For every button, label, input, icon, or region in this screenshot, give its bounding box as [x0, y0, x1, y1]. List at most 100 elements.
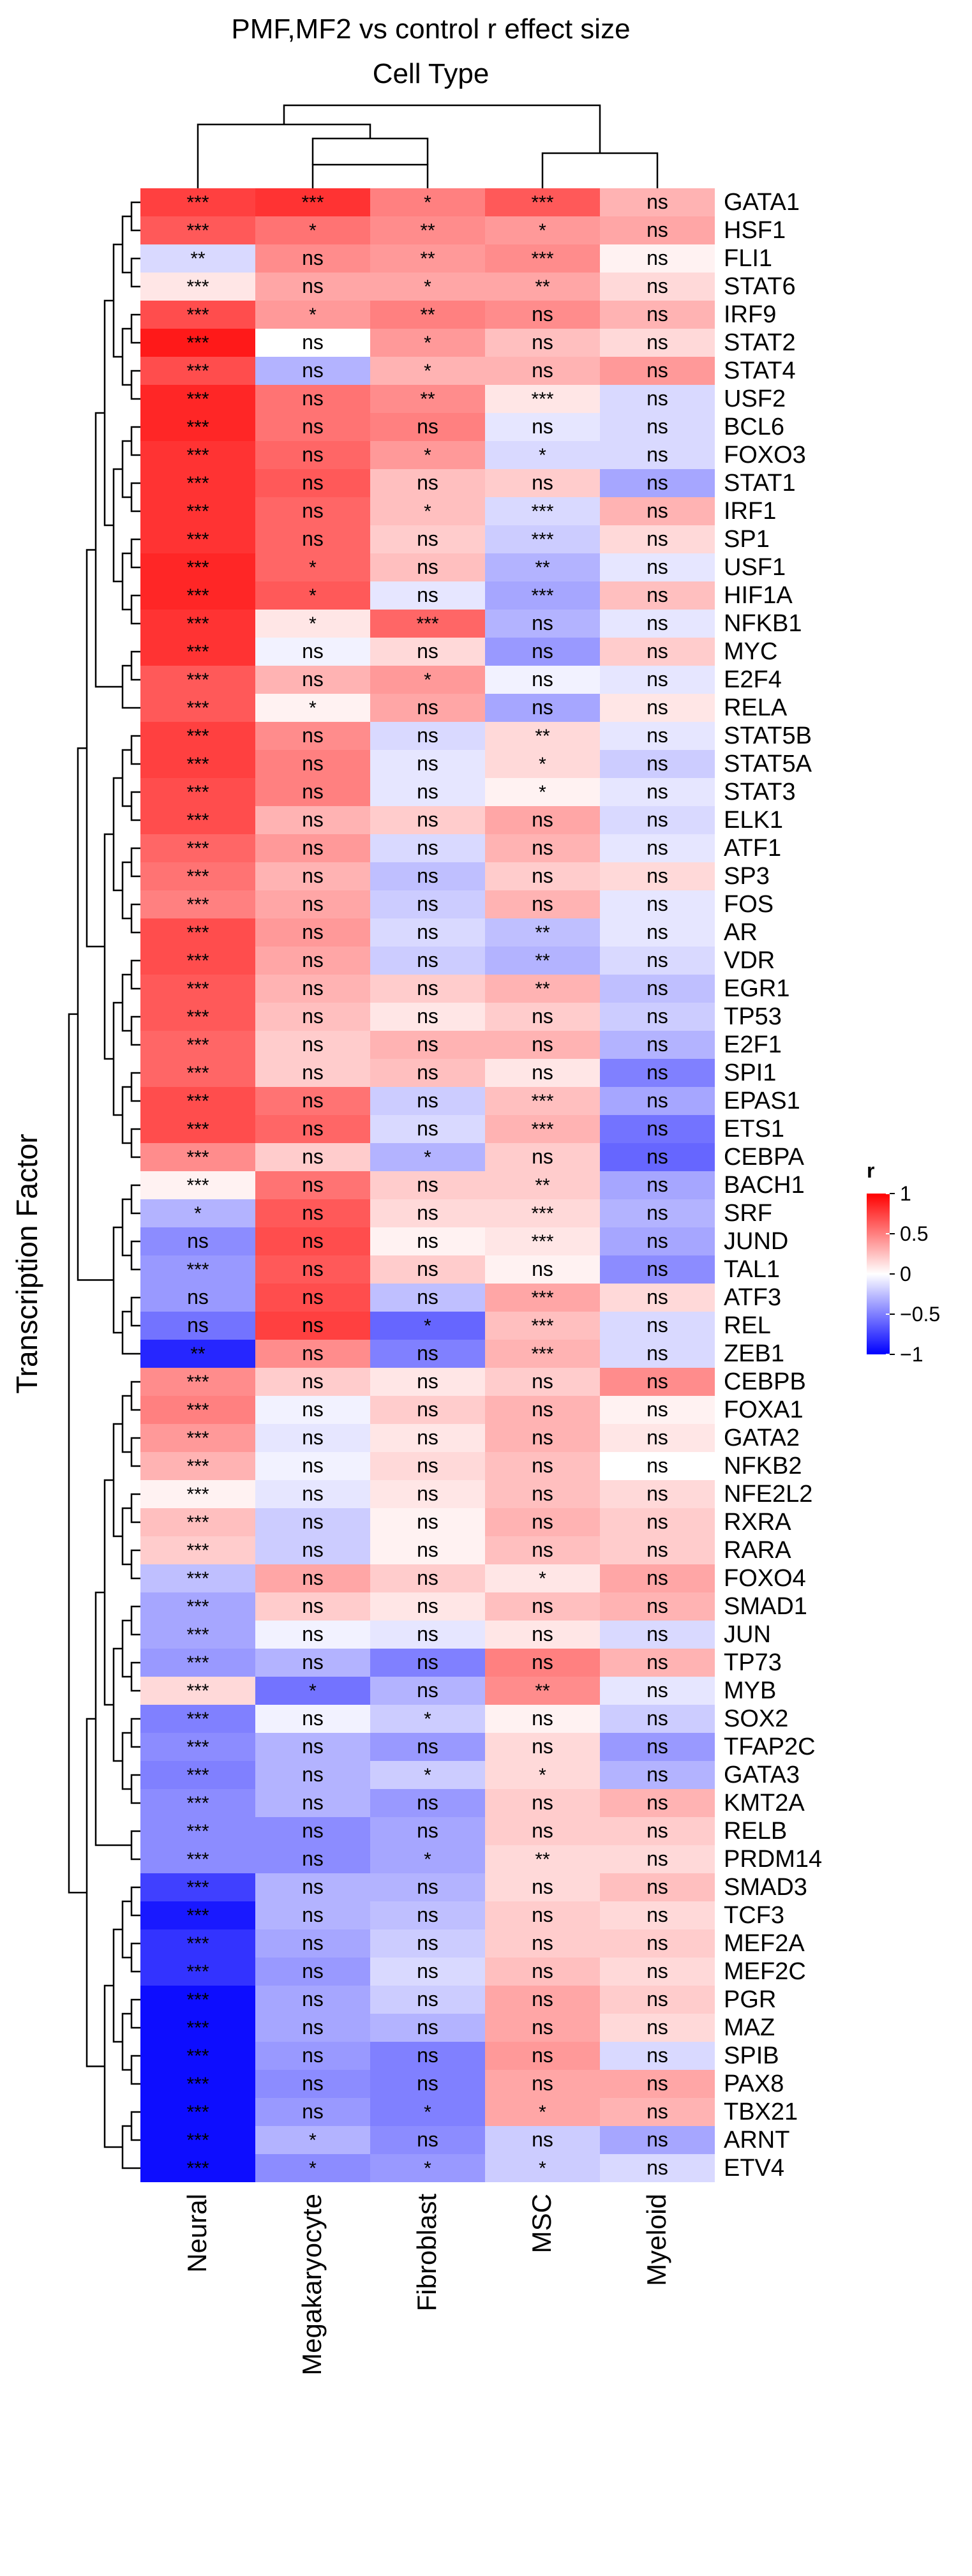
significance-label: ns — [417, 1398, 438, 1421]
significance-label: ns — [417, 583, 438, 606]
row-dendrogram-branch — [94, 412, 123, 688]
significance-label: *** — [186, 557, 209, 578]
heatmap-cell — [600, 1171, 715, 1199]
significance-label: ns — [417, 1117, 438, 1140]
significance-label: ns — [532, 1735, 553, 1758]
significance-label: ns — [417, 724, 438, 747]
significance-label: *** — [186, 613, 209, 634]
heatmap-cell — [140, 778, 255, 806]
significance-label: ns — [647, 1089, 668, 1112]
significance-label: ns — [647, 471, 668, 494]
heatmap-cell — [370, 2070, 485, 2098]
significance-label: *** — [186, 304, 209, 326]
heatmap-cell — [140, 1312, 255, 1340]
row-label: STAT1 — [724, 470, 796, 497]
heatmap-cell — [255, 581, 370, 610]
heatmap-cell — [600, 301, 715, 329]
significance-label: ns — [647, 920, 668, 943]
row-dendrogram-branch — [130, 735, 140, 765]
significance-label: ns — [302, 1229, 324, 1252]
significance-label: * — [539, 1765, 546, 1786]
significance-label: ns — [302, 1903, 324, 1926]
significance-label: *** — [186, 1709, 209, 1730]
significance-label: ns — [417, 1735, 438, 1758]
heatmap-cell — [485, 834, 600, 862]
row-label: FLI1 — [724, 245, 772, 272]
significance-label: *** — [186, 333, 209, 354]
heatmap-cell — [370, 581, 485, 610]
heatmap-cell — [255, 273, 370, 301]
heatmap-cell — [140, 1143, 255, 1171]
heatmap-cell — [255, 1929, 370, 1958]
significance-label: ns — [647, 724, 668, 747]
significance-label: *** — [531, 501, 553, 522]
heatmap-cell — [600, 1452, 715, 1480]
heatmap-cell — [485, 581, 600, 610]
heatmap-cell — [370, 1901, 485, 1929]
significance-label: ns — [302, 443, 324, 466]
heatmap-cell — [600, 1115, 715, 1143]
heatmap-cell — [140, 947, 255, 975]
heatmap-cell — [140, 1171, 255, 1199]
row-label: E2F4 — [724, 666, 782, 693]
row-dendrogram-branch — [130, 1072, 140, 1102]
column-dendrogram-branch — [311, 137, 429, 165]
heatmap-cell — [140, 750, 255, 778]
significance-label: ns — [647, 1538, 668, 1561]
significance-label: ns — [647, 1454, 668, 1477]
row-dendrogram-branch — [130, 1549, 140, 1580]
row-dendrogram-branch — [130, 903, 140, 934]
row-dendrogram-branch — [130, 1605, 140, 1636]
heatmap-cell — [140, 301, 255, 329]
heatmap-cell — [485, 1143, 600, 1171]
heatmap-cell — [370, 2014, 485, 2042]
legend-tick-label: 1 — [900, 1182, 911, 1205]
significance-label: * — [424, 276, 431, 297]
heatmap-cell — [485, 1171, 600, 1199]
heatmap-cell — [370, 273, 485, 301]
significance-label: * — [539, 445, 546, 466]
significance-label: ns — [302, 387, 324, 410]
heatmap-cell — [600, 834, 715, 862]
heatmap-cell — [370, 1789, 485, 1817]
heatmap-cell — [255, 778, 370, 806]
heatmap-cell — [140, 441, 255, 469]
heatmap-cell — [255, 2154, 370, 2182]
row-dendrogram-branch — [112, 1226, 123, 1334]
heatmap-cell — [600, 1255, 715, 1284]
legend-tick-label: 0 — [900, 1262, 911, 1285]
significance-label: ns — [647, 640, 668, 663]
significance-label: *** — [531, 529, 553, 550]
significance-label: ns — [417, 1454, 438, 1477]
heatmap-cell — [370, 1564, 485, 1592]
heatmap-cell — [600, 1480, 715, 1508]
row-label: TP73 — [724, 1649, 782, 1676]
heatmap-cell — [370, 610, 485, 638]
significance-label: *** — [186, 641, 209, 663]
heatmap-cell — [485, 947, 600, 975]
heatmap-cell — [485, 1705, 600, 1733]
heatmap-cell — [370, 694, 485, 722]
significance-label: ns — [647, 1257, 668, 1280]
significance-label: *** — [186, 1821, 209, 1842]
significance-label: ns — [647, 1229, 668, 1252]
heatmap-cell — [140, 2070, 255, 2098]
heatmap-cell — [140, 1255, 255, 1284]
significance-label: ns — [647, 948, 668, 971]
significance-label: ns — [647, 1566, 668, 1589]
row-dendrogram-branch — [130, 426, 140, 456]
significance-label: ns — [647, 190, 668, 213]
heatmap-cell — [255, 1059, 370, 1087]
heatmap-cell — [140, 1677, 255, 1705]
row-label: STAT6 — [724, 273, 796, 300]
row-label: NFKB1 — [724, 610, 802, 637]
significance-label: ns — [302, 920, 324, 943]
heatmap-cell — [370, 1480, 485, 1508]
row-dendrogram-branch — [121, 973, 131, 1032]
heatmap-cell — [600, 750, 715, 778]
heatmap-cell — [600, 1592, 715, 1621]
heatmap-cell — [255, 1649, 370, 1677]
color-legend: r 1 0.5 0 −0.5 −1 — [867, 1159, 940, 1366]
significance-label: ns — [532, 1594, 553, 1617]
heatmap-cell — [485, 1845, 600, 1873]
